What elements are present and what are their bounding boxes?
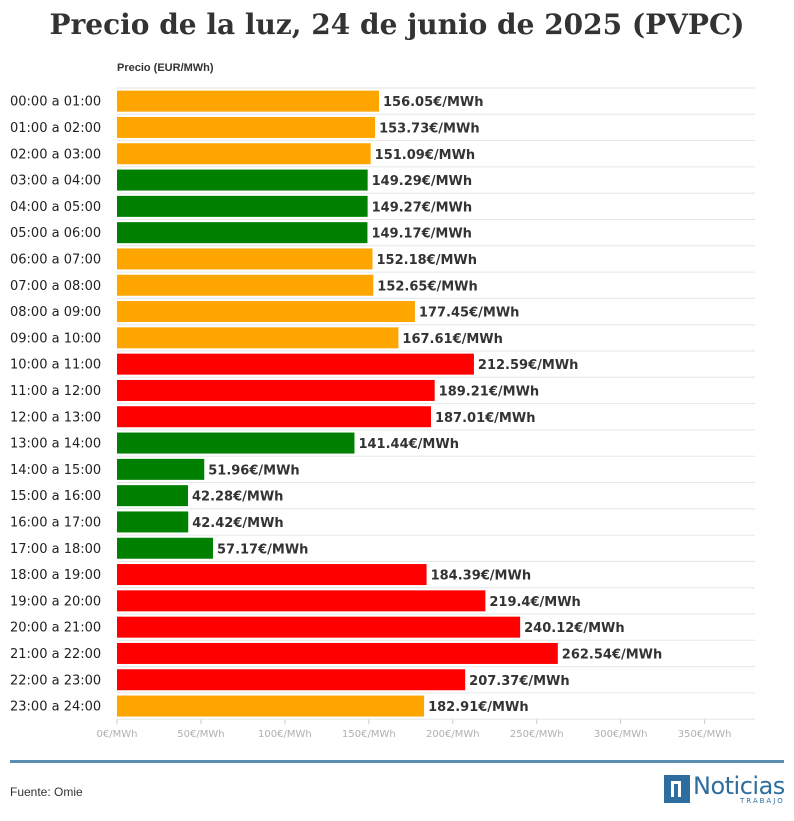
category-label: 21:00 a 22:00 — [10, 647, 101, 662]
data-label: 219.4€/MWh — [489, 595, 580, 610]
category-label: 23:00 a 24:00 — [10, 700, 101, 715]
data-label: 156.05€/MWh — [383, 95, 484, 110]
data-label: 42.28€/MWh — [192, 490, 283, 505]
data-label: 240.12€/MWh — [524, 621, 625, 636]
data-label: 151.09€/MWh — [375, 148, 476, 163]
category-label: 05:00 a 06:00 — [10, 226, 101, 241]
category-label: 09:00 a 10:00 — [10, 331, 101, 346]
category-label: 02:00 a 03:00 — [10, 147, 101, 162]
data-label: 207.37€/MWh — [469, 674, 570, 689]
category-label: 06:00 a 07:00 — [10, 252, 101, 267]
data-label: 177.45€/MWh — [419, 306, 520, 321]
bar — [117, 564, 427, 586]
bar — [117, 485, 188, 507]
data-label: 57.17€/MWh — [217, 542, 308, 557]
bar — [117, 669, 466, 691]
data-label: 42.42€/MWh — [192, 516, 283, 531]
bar — [117, 222, 368, 244]
data-label: 149.17€/MWh — [371, 227, 472, 242]
chart-title: Precio de la luz, 24 de junio de 2025 (P… — [49, 8, 745, 41]
bar — [117, 379, 435, 401]
bar — [117, 169, 368, 191]
data-label: 182.91€/MWh — [428, 700, 529, 715]
data-label: 184.39€/MWh — [431, 569, 532, 584]
brand-logo: Noticias TRABAJO — [664, 774, 785, 804]
bar — [117, 458, 205, 480]
bar — [117, 116, 376, 138]
bar — [117, 195, 368, 217]
bar — [117, 327, 399, 349]
bar — [117, 301, 415, 323]
data-label: 51.96€/MWh — [208, 463, 299, 478]
bar — [117, 642, 558, 664]
data-label: 212.59€/MWh — [478, 358, 579, 373]
x-tick-label: 150€/MWh — [342, 729, 396, 740]
data-label: 167.61€/MWh — [402, 332, 503, 347]
category-label: 18:00 a 19:00 — [10, 568, 101, 583]
source-note: Fuente: Omie — [10, 785, 83, 799]
data-label: 153.73€/MWh — [379, 121, 480, 136]
bar — [117, 90, 379, 112]
category-label: 15:00 a 16:00 — [10, 489, 101, 504]
bar — [117, 590, 486, 612]
data-label: 141.44€/MWh — [358, 437, 459, 452]
bar — [117, 143, 371, 165]
category-label: 08:00 a 09:00 — [10, 305, 101, 320]
logo-name: Noticias — [693, 771, 785, 800]
category-label: 03:00 a 04:00 — [10, 174, 101, 189]
category-label: 22:00 a 23:00 — [10, 673, 101, 688]
logo-subtitle: TRABAJO — [739, 796, 785, 805]
axis-label: Precio (EUR/MWh) — [117, 62, 214, 74]
data-label: 262.54€/MWh — [562, 647, 663, 662]
footer-divider — [10, 760, 784, 763]
data-label: 152.65€/MWh — [377, 279, 478, 294]
category-label: 19:00 a 20:00 — [10, 594, 101, 609]
category-label: 04:00 a 05:00 — [10, 200, 101, 215]
logo-icon — [664, 775, 690, 803]
bar — [117, 537, 213, 559]
bar — [117, 353, 474, 375]
category-label: 16:00 a 17:00 — [10, 515, 101, 530]
category-label: 01:00 a 02:00 — [10, 121, 101, 136]
category-label: 17:00 a 18:00 — [10, 542, 101, 557]
bar — [117, 406, 431, 428]
category-label: 13:00 a 14:00 — [10, 437, 101, 452]
data-label: 187.01€/MWh — [435, 411, 536, 426]
x-tick-label: 0€/MWh — [97, 729, 138, 740]
bar — [117, 248, 373, 270]
data-label: 152.18€/MWh — [377, 253, 478, 268]
x-tick-label: 300€/MWh — [594, 729, 648, 740]
bar — [117, 432, 355, 454]
category-label: 07:00 a 08:00 — [10, 279, 101, 294]
data-label: 149.27€/MWh — [372, 200, 473, 215]
bar — [117, 274, 374, 296]
bar-chart: 0€/MWh 50€/MWh 100€/MWh 150€/MWh 200€/MWh 250… — [10, 87, 755, 740]
category-label: 14:00 a 15:00 — [10, 463, 101, 478]
x-tick-label: 350€/MWh — [678, 729, 732, 740]
bar — [117, 511, 189, 533]
x-tick-label: 100€/MWh — [258, 729, 312, 740]
category-label: 11:00 a 12:00 — [10, 384, 101, 399]
data-label: 149.29€/MWh — [372, 174, 473, 189]
category-label: 20:00 a 21:00 — [10, 621, 101, 636]
category-label: 12:00 a 13:00 — [10, 410, 101, 425]
x-tick-label: 50€/MWh — [177, 729, 224, 740]
bar — [117, 616, 521, 638]
x-tick-label: 250€/MWh — [510, 729, 564, 740]
category-label: 00:00 a 01:00 — [10, 95, 101, 110]
x-tick-label: 200€/MWh — [426, 729, 480, 740]
category-label: 10:00 a 11:00 — [10, 358, 101, 373]
bar — [117, 695, 425, 717]
data-label: 189.21€/MWh — [439, 384, 540, 399]
